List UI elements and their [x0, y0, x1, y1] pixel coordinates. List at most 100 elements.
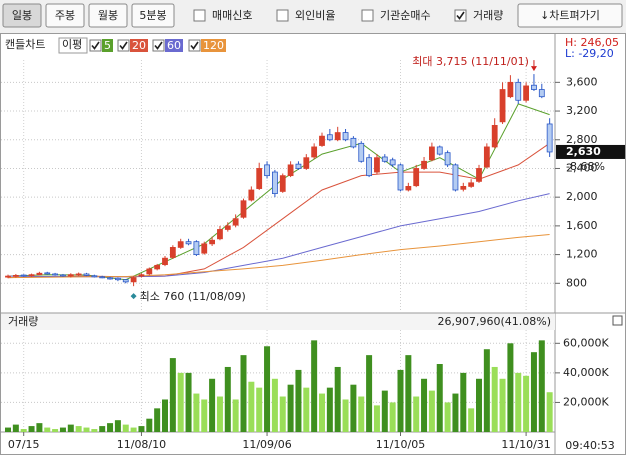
candle-body — [20, 274, 27, 277]
volume-bar — [483, 349, 490, 432]
min-marker — [130, 293, 137, 300]
candle-body — [67, 274, 74, 277]
ma-swatch — [102, 39, 113, 52]
period-button[interactable] — [45, 3, 85, 28]
checkbox[interactable] — [276, 9, 289, 22]
volume-summary: 26,907,960(41.08%) — [437, 315, 551, 328]
volume-bar — [177, 372, 184, 432]
volume-header-bg — [1, 313, 555, 330]
min-label: 최소 760 (11/08/09) — [140, 290, 246, 303]
period-button[interactable] — [88, 3, 128, 28]
info-low: L: -29,20 — [565, 47, 614, 60]
candle-body — [130, 277, 137, 283]
volume-bar — [209, 378, 216, 432]
ma-legend: 20 — [132, 39, 146, 52]
checkbox[interactable] — [454, 9, 467, 22]
checkbox[interactable] — [361, 9, 374, 22]
ma-legend: 60 — [167, 39, 181, 52]
volume-bar — [530, 352, 537, 432]
volume-bar — [154, 408, 161, 432]
x-tick-label: 07/15 — [8, 438, 40, 451]
volume-bar — [83, 427, 90, 432]
volume-bar — [311, 340, 318, 432]
x-tick-label: 11/10/31 — [501, 438, 550, 451]
option-label: 거래량 — [473, 9, 503, 22]
volume-bar — [28, 426, 35, 432]
checkbox[interactable] — [193, 9, 206, 22]
volume-bar — [295, 369, 302, 432]
candle-body — [287, 164, 294, 177]
candle-body — [12, 274, 19, 277]
checkmark — [154, 41, 163, 50]
volume-bar — [428, 390, 435, 432]
expand-button[interactable] — [517, 3, 623, 28]
volume-bar — [52, 429, 59, 432]
volume-bar — [216, 396, 223, 432]
y-tick-label: 800 — [566, 276, 587, 289]
volume-bar — [36, 423, 43, 432]
max-marker — [530, 66, 537, 72]
y-tick-label: 60,000K — [563, 336, 609, 349]
volume-bar — [476, 378, 482, 432]
y-tick-label: 2,400 — [566, 161, 598, 174]
candle-body — [138, 274, 145, 277]
volume-bar — [499, 378, 506, 432]
y-tick-label: 20,000K — [563, 395, 609, 408]
candle-body — [217, 229, 223, 240]
y-tick-label: 2,800 — [566, 133, 598, 146]
candle-body — [264, 164, 270, 177]
candle-body — [279, 175, 286, 192]
candle-body — [224, 225, 231, 230]
checkbox[interactable] — [152, 39, 165, 52]
x-tick-label: 11/10/05 — [376, 438, 425, 451]
period-label: 주봉 — [55, 9, 75, 22]
period-label: 월봉 — [98, 9, 118, 22]
candle-body — [185, 241, 192, 245]
checkmark — [190, 41, 199, 50]
candle-body — [397, 164, 404, 191]
change: -8.68% — [566, 160, 605, 173]
panel-toggle[interactable] — [612, 315, 623, 326]
volume-bar — [303, 387, 310, 432]
period-button[interactable] — [131, 3, 175, 28]
chart-label: 캔들차트 — [5, 38, 45, 51]
volume-bar — [185, 372, 192, 432]
volume-bar — [491, 366, 498, 432]
volume-bar — [279, 396, 286, 432]
volume-bar — [122, 424, 129, 432]
volume-bar — [319, 393, 325, 432]
volume-bar — [444, 402, 451, 432]
candle-body — [99, 276, 106, 279]
candle-body — [460, 186, 467, 190]
ma-legend: 120 — [203, 39, 224, 52]
candle-body — [256, 168, 263, 189]
volume-bar — [193, 393, 200, 432]
candle-body — [295, 163, 302, 169]
ma-legend: 5 — [104, 39, 111, 52]
candle-body — [483, 146, 490, 168]
candle-body — [107, 277, 113, 280]
volume-bar — [99, 426, 106, 432]
candle-body — [350, 137, 357, 148]
volume-bar — [546, 392, 553, 432]
candle-body — [421, 160, 427, 169]
candle-body — [405, 186, 412, 191]
candle-body — [538, 89, 545, 98]
volume-bar — [373, 405, 380, 432]
candle-body — [91, 275, 98, 278]
period-button[interactable] — [2, 3, 42, 28]
volume-bar — [271, 378, 278, 432]
candle-body — [342, 132, 349, 141]
y-tick-label: 2,000 — [566, 190, 598, 203]
candle-body — [499, 89, 506, 123]
volume-bar — [5, 427, 11, 432]
checkbox[interactable] — [188, 39, 201, 52]
option-label: 매매신호 — [212, 9, 252, 22]
candle-body — [177, 241, 184, 248]
checkbox[interactable] — [117, 39, 130, 52]
checkmark — [119, 41, 128, 50]
period-label: 일봉 — [12, 8, 32, 22]
ma-label: 이평 — [62, 38, 82, 51]
checkbox[interactable] — [89, 39, 102, 52]
